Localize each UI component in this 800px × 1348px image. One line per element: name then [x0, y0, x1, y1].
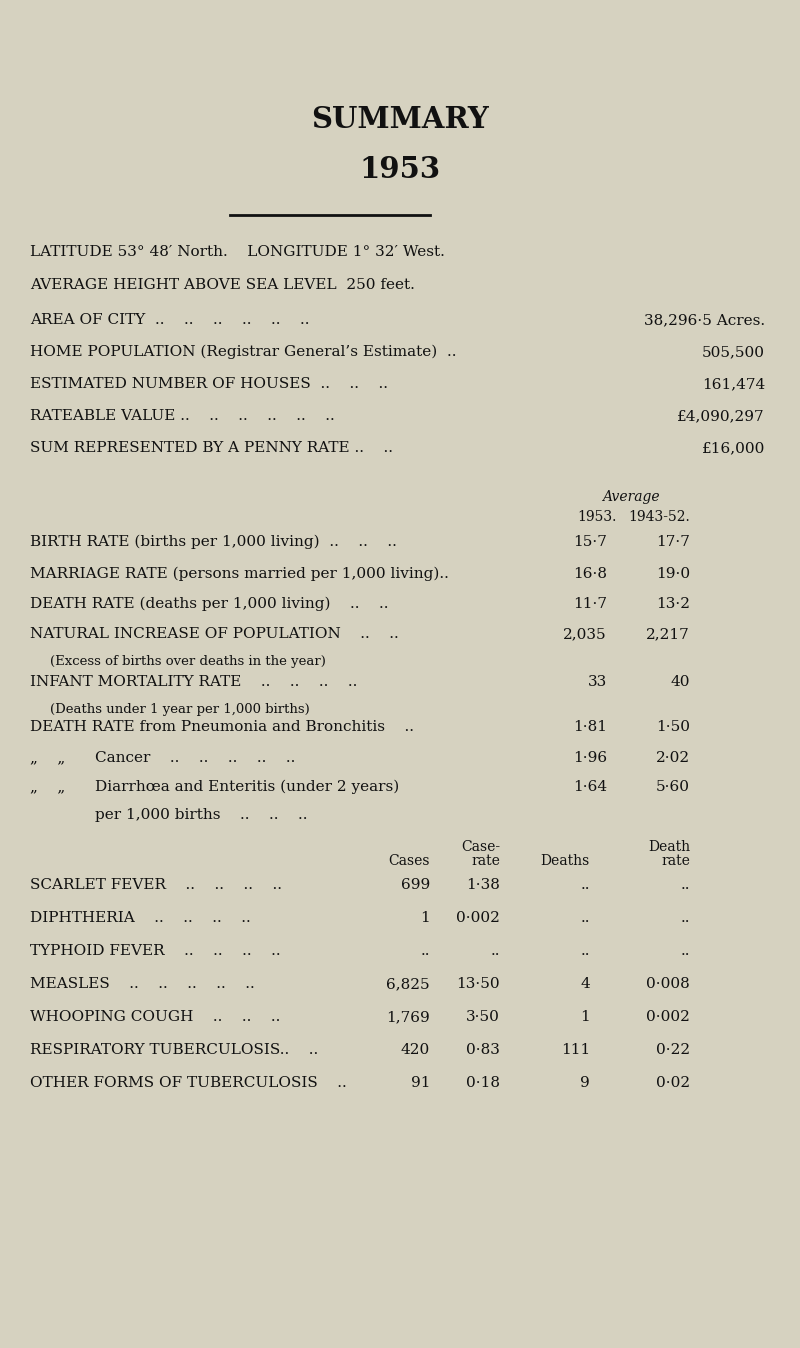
Text: „    „: „ „ [30, 751, 66, 766]
Text: LATITUDE 53° 48′ North.    LONGITUDE 1° 32′ West.: LATITUDE 53° 48′ North. LONGITUDE 1° 32′… [30, 245, 445, 259]
Text: 13·50: 13·50 [456, 977, 500, 991]
Text: 1·81: 1·81 [573, 720, 607, 735]
Text: Average: Average [602, 491, 660, 504]
Text: OTHER FORMS OF TUBERCULOSIS    ..: OTHER FORMS OF TUBERCULOSIS .. [30, 1076, 346, 1091]
Text: 9: 9 [580, 1076, 590, 1091]
Text: 0·02: 0·02 [656, 1076, 690, 1091]
Text: 420: 420 [401, 1043, 430, 1057]
Text: Cancer    ..    ..    ..    ..    ..: Cancer .. .. .. .. .. [95, 751, 295, 766]
Text: ..: .. [681, 944, 690, 958]
Text: 16·8: 16·8 [573, 568, 607, 581]
Text: 33: 33 [588, 675, 607, 689]
Text: 1·50: 1·50 [656, 720, 690, 735]
Text: (Deaths under 1 year per 1,000 births): (Deaths under 1 year per 1,000 births) [50, 704, 310, 716]
Text: SCARLET FEVER    ..    ..    ..    ..: SCARLET FEVER .. .. .. .. [30, 878, 282, 892]
Text: ..: .. [421, 944, 430, 958]
Text: Diarrhœa and Enteritis (under 2 years): Diarrhœa and Enteritis (under 2 years) [95, 780, 399, 794]
Text: AVERAGE HEIGHT ABOVE SEA LEVEL  250 feet.: AVERAGE HEIGHT ABOVE SEA LEVEL 250 feet. [30, 278, 415, 293]
Text: DEATH RATE from Pneumonia and Bronchitis    ..: DEATH RATE from Pneumonia and Bronchitis… [30, 720, 414, 735]
Text: 6,825: 6,825 [386, 977, 430, 991]
Text: 1: 1 [580, 1010, 590, 1024]
Text: Cases: Cases [389, 855, 430, 868]
Text: MEASLES    ..    ..    ..    ..    ..: MEASLES .. .. .. .. .. [30, 977, 254, 991]
Text: 38,296·5 Acres.: 38,296·5 Acres. [644, 313, 765, 328]
Text: 4: 4 [580, 977, 590, 991]
Text: £4,090,297: £4,090,297 [678, 408, 765, 423]
Text: £16,000: £16,000 [702, 441, 765, 456]
Text: 17·7: 17·7 [656, 535, 690, 549]
Text: rate: rate [471, 855, 500, 868]
Text: per 1,000 births    ..    ..    ..: per 1,000 births .. .. .. [95, 807, 307, 822]
Text: 1953: 1953 [359, 155, 441, 183]
Text: DEATH RATE (deaths per 1,000 living)    ..    ..: DEATH RATE (deaths per 1,000 living) .. … [30, 597, 389, 612]
Text: INFANT MORTALITY RATE    ..    ..    ..    ..: INFANT MORTALITY RATE .. .. .. .. [30, 675, 358, 689]
Text: ..: .. [581, 878, 590, 892]
Text: 19·0: 19·0 [656, 568, 690, 581]
Text: 1·64: 1·64 [573, 780, 607, 794]
Text: 2·02: 2·02 [656, 751, 690, 766]
Text: ..: .. [581, 911, 590, 925]
Text: TYPHOID FEVER    ..    ..    ..    ..: TYPHOID FEVER .. .. .. .. [30, 944, 281, 958]
Text: 40: 40 [670, 675, 690, 689]
Text: HOME POPULATION (Registrar General’s Estimate)  ..: HOME POPULATION (Registrar General’s Est… [30, 345, 457, 360]
Text: 161,474: 161,474 [702, 377, 765, 391]
Text: RESPIRATORY TUBERCULOSIS..    ..: RESPIRATORY TUBERCULOSIS.. .. [30, 1043, 318, 1057]
Text: „    „: „ „ [30, 780, 66, 794]
Text: 1·96: 1·96 [573, 751, 607, 766]
Text: 111: 111 [561, 1043, 590, 1057]
Text: SUMMARY: SUMMARY [311, 105, 489, 133]
Text: BIRTH RATE (births per 1,000 living)  ..    ..    ..: BIRTH RATE (births per 1,000 living) .. … [30, 535, 397, 550]
Text: RATEABLE VALUE ..    ..    ..    ..    ..    ..: RATEABLE VALUE .. .. .. .. .. .. [30, 408, 334, 423]
Text: ..: .. [681, 911, 690, 925]
Text: 0·002: 0·002 [646, 1010, 690, 1024]
Text: WHOOPING COUGH    ..    ..    ..: WHOOPING COUGH .. .. .. [30, 1010, 280, 1024]
Text: 11·7: 11·7 [573, 597, 607, 611]
Text: 0·83: 0·83 [466, 1043, 500, 1057]
Text: AREA OF CITY  ..    ..    ..    ..    ..    ..: AREA OF CITY .. .. .. .. .. .. [30, 313, 310, 328]
Text: 1,769: 1,769 [386, 1010, 430, 1024]
Text: ..: .. [490, 944, 500, 958]
Text: 3·50: 3·50 [466, 1010, 500, 1024]
Text: 1·38: 1·38 [466, 878, 500, 892]
Text: 1943-52.: 1943-52. [628, 510, 690, 524]
Text: 15·7: 15·7 [573, 535, 607, 549]
Text: 0·002: 0·002 [456, 911, 500, 925]
Text: 1953.: 1953. [578, 510, 617, 524]
Text: 0·18: 0·18 [466, 1076, 500, 1091]
Text: ESTIMATED NUMBER OF HOUSES  ..    ..    ..: ESTIMATED NUMBER OF HOUSES .. .. .. [30, 377, 388, 391]
Text: 505,500: 505,500 [702, 345, 765, 359]
Text: ..: .. [681, 878, 690, 892]
Text: Deaths: Deaths [541, 855, 590, 868]
Text: DIPHTHERIA    ..    ..    ..    ..: DIPHTHERIA .. .. .. .. [30, 911, 250, 925]
Text: ..: .. [581, 944, 590, 958]
Text: Death: Death [648, 840, 690, 855]
Text: 0·22: 0·22 [656, 1043, 690, 1057]
Text: Case-: Case- [461, 840, 500, 855]
Text: 2,035: 2,035 [563, 627, 607, 642]
Text: 0·008: 0·008 [646, 977, 690, 991]
Text: 91: 91 [410, 1076, 430, 1091]
Text: SUM REPRESENTED BY A PENNY RATE ..    ..: SUM REPRESENTED BY A PENNY RATE .. .. [30, 441, 393, 456]
Text: 13·2: 13·2 [656, 597, 690, 611]
Text: 699: 699 [401, 878, 430, 892]
Text: MARRIAGE RATE (persons married per 1,000 living)..: MARRIAGE RATE (persons married per 1,000… [30, 568, 449, 581]
Text: rate: rate [661, 855, 690, 868]
Text: 5·60: 5·60 [656, 780, 690, 794]
Text: 2,217: 2,217 [646, 627, 690, 642]
Text: (Excess of births over deaths in the year): (Excess of births over deaths in the yea… [50, 655, 326, 669]
Text: NATURAL INCREASE OF POPULATION    ..    ..: NATURAL INCREASE OF POPULATION .. .. [30, 627, 398, 642]
Text: 1: 1 [420, 911, 430, 925]
